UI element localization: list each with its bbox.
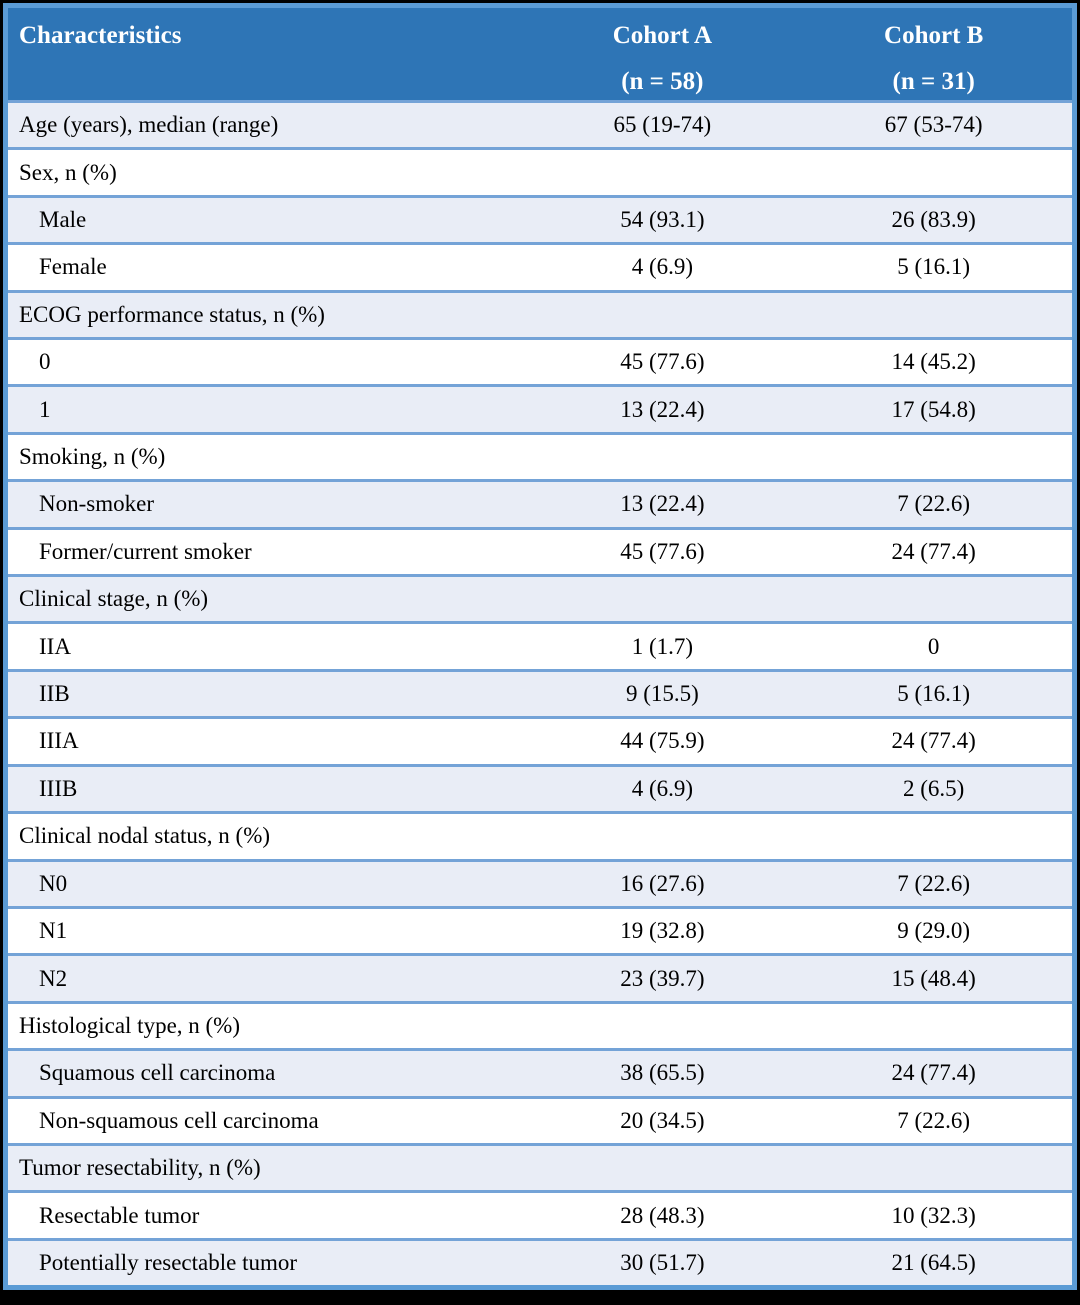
row-label: Resectable tumor	[39, 1202, 200, 1228]
column-header-cohort-b: Cohort B (n = 31)	[795, 8, 1072, 100]
cohort-a-value: 16 (27.6)	[620, 870, 705, 896]
table-row: Male 54 (93.1) 26 (83.9)	[8, 194, 1072, 243]
table-row: 1 13 (22.4) 17 (54.8)	[8, 384, 1072, 432]
cohort-a-value: 28 (48.3)	[620, 1202, 705, 1228]
row-label: Sex, n (%)	[19, 159, 117, 185]
row-label: Female	[39, 254, 107, 280]
row-label: Clinical nodal status, n (%)	[19, 823, 271, 849]
cohort-a-value: 13 (22.4)	[620, 396, 705, 422]
row-label: IIB	[39, 681, 70, 707]
cohort-b-value: 14 (45.2)	[891, 349, 976, 375]
row-label: N1	[39, 918, 68, 944]
patient-characteristics-table: Characteristics Cohort A (n = 58) Cohort…	[3, 3, 1077, 1290]
table-row: Age (years), median (range) 65 (19-74) 6…	[8, 100, 1072, 148]
cohort-b-value: 26 (83.9)	[891, 207, 976, 233]
row-label: IIIA	[39, 728, 79, 754]
table-row: IIB 9 (15.5) 5 (16.1)	[8, 668, 1072, 717]
cohort-b-value: 5 (16.1)	[897, 681, 971, 707]
cohort-a-value: 65 (19-74)	[613, 112, 712, 138]
cohort-b-title: Cohort B	[884, 22, 984, 49]
table-body: Age (years), median (range) 65 (19-74) 6…	[8, 100, 1072, 1286]
table-row: N0 16 (27.6) 7 (22.6)	[8, 858, 1072, 906]
cohort-b-value: 7 (22.6)	[897, 1107, 971, 1133]
cohort-a-sample-size: (n = 58)	[621, 67, 704, 95]
cohort-a-value: 9 (15.5)	[625, 681, 699, 707]
cohort-b-value: 24 (77.4)	[891, 1060, 976, 1086]
table-row: Non-squamous cell carcinoma 20 (34.5) 7 …	[8, 1095, 1072, 1143]
table-row: Tumor resectability, n (%)	[8, 1142, 1072, 1191]
table-row: Non-smoker 13 (22.4) 7 (22.6)	[8, 479, 1072, 527]
cohort-a-value: 23 (39.7)	[620, 965, 705, 991]
row-label: Tumor resectability, n (%)	[19, 1155, 261, 1181]
row-label: N2	[39, 965, 68, 991]
cohort-b-value: 24 (77.4)	[891, 538, 976, 564]
row-label: Male	[39, 207, 87, 233]
cohort-a-value: 4 (6.9)	[631, 254, 694, 280]
cohort-b-value: 2 (6.5)	[903, 775, 965, 801]
table-row: Smoking, n (%)	[8, 431, 1072, 480]
table-row: Squamous cell carcinoma 38 (65.5) 24 (77…	[8, 1048, 1072, 1096]
table-row: IIA 1 (1.7) 0	[8, 621, 1072, 669]
cohort-a-value: 54 (93.1)	[620, 207, 705, 233]
table-row: Former/current smoker 45 (77.6) 24 (77.4…	[8, 526, 1072, 575]
row-label: Non-squamous cell carcinoma	[39, 1107, 319, 1133]
cohort-b-value: 15 (48.4)	[891, 965, 976, 991]
table-row: Clinical stage, n (%)	[8, 574, 1072, 622]
row-label: Clinical stage, n (%)	[19, 586, 209, 612]
column-header-cohort-a: Cohort A (n = 58)	[529, 8, 795, 100]
cohort-a-value: 20 (34.5)	[620, 1107, 705, 1133]
cohort-a-value: 19 (32.8)	[620, 918, 705, 944]
cohort-b-value: 7 (22.6)	[897, 491, 971, 517]
row-label: Squamous cell carcinoma	[39, 1060, 276, 1086]
cohort-b-value: 67 (53-74)	[884, 112, 983, 138]
table-row: N1 19 (32.8) 9 (29.0)	[8, 905, 1072, 954]
cohort-b-value: 10 (32.3)	[891, 1202, 976, 1228]
cohort-b-value: 7 (22.6)	[897, 870, 971, 896]
row-label: ECOG performance status, n (%)	[19, 301, 325, 327]
table-row: ECOG performance status, n (%)	[8, 289, 1072, 338]
table-row: Resectable tumor 28 (48.3) 10 (32.3)	[8, 1190, 1072, 1238]
column-header-characteristics: Characteristics	[19, 22, 182, 49]
row-label: Age (years), median (range)	[19, 112, 279, 138]
table-row: Sex, n (%)	[8, 147, 1072, 195]
row-label: Non-smoker	[39, 491, 154, 517]
row-label: IIIB	[39, 775, 78, 801]
cohort-b-value: 0	[927, 633, 940, 659]
table-row: IIIA 44 (75.9) 24 (77.4)	[8, 716, 1072, 764]
cohort-a-value: 44 (75.9)	[620, 728, 705, 754]
row-label: Former/current smoker	[39, 538, 252, 564]
cohort-a-value: 45 (77.6)	[620, 349, 705, 375]
table-header-row: Characteristics Cohort A (n = 58) Cohort…	[8, 8, 1072, 100]
cohort-b-value: 9 (29.0)	[897, 918, 971, 944]
row-label: Potentially resectable tumor	[39, 1249, 298, 1275]
cohort-b-sample-size: (n = 31)	[892, 67, 975, 95]
table-row: IIIB 4 (6.9) 2 (6.5)	[8, 763, 1072, 812]
table-row: Histological type, n (%)	[8, 1000, 1072, 1049]
cohort-a-value: 4 (6.9)	[631, 775, 694, 801]
cohort-a-value: 13 (22.4)	[620, 491, 705, 517]
cohort-a-value: 45 (77.6)	[620, 538, 705, 564]
row-label: 1	[39, 396, 51, 422]
table-row: Female 4 (6.9) 5 (16.1)	[8, 242, 1072, 290]
row-label: Histological type, n (%)	[19, 1012, 241, 1038]
cohort-b-value: 24 (77.4)	[891, 728, 976, 754]
row-label: 0	[39, 349, 51, 375]
cohort-b-value: 5 (16.1)	[897, 254, 971, 280]
table-row: Clinical nodal status, n (%)	[8, 811, 1072, 859]
cohort-b-value: 21 (64.5)	[891, 1249, 976, 1275]
cohort-a-value: 38 (65.5)	[620, 1060, 705, 1086]
cohort-a-title: Cohort A	[612, 22, 713, 49]
table-row: N2 23 (39.7) 15 (48.4)	[8, 953, 1072, 1001]
cohort-b-value: 17 (54.8)	[891, 396, 976, 422]
row-label: N0	[39, 870, 68, 896]
row-label: Smoking, n (%)	[19, 444, 166, 470]
table-row: Potentially resectable tumor 30 (51.7) 2…	[8, 1237, 1072, 1286]
row-label: IIA	[39, 633, 71, 659]
cohort-a-value: 1 (1.7)	[631, 633, 694, 659]
table-row: 0 45 (77.6) 14 (45.2)	[8, 337, 1072, 385]
cohort-a-value: 30 (51.7)	[620, 1249, 705, 1275]
